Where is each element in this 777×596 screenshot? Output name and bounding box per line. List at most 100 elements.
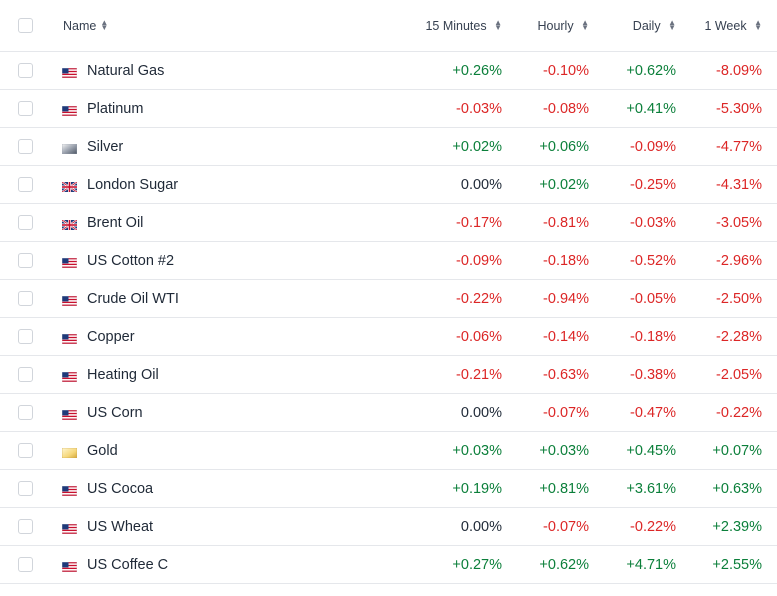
row-checkbox[interactable] bbox=[18, 215, 33, 230]
table-row[interactable]: Natural Gas +0.26% -0.10% +0.62% -8.09% bbox=[0, 52, 777, 90]
instrument-name[interactable]: London Sugar bbox=[87, 176, 179, 193]
row-checkbox[interactable] bbox=[18, 443, 33, 458]
uk-flag-icon bbox=[61, 218, 78, 231]
m15-column-header[interactable]: 15 Minutes ▲ ▼ bbox=[420, 19, 502, 33]
instrument-name[interactable]: Gold bbox=[87, 442, 118, 459]
row-select-cell bbox=[0, 519, 50, 534]
hourly-change: -0.10% bbox=[543, 62, 589, 79]
hourly-change: -0.07% bbox=[543, 404, 589, 421]
commodities-table: Name ▲ ▼ 15 Minutes ▲ ▼ Hourly ▲ ▼ Daily ▲ ▼… bbox=[0, 18, 777, 584]
row-checkbox[interactable] bbox=[18, 481, 33, 496]
table-row[interactable]: US Coffee C +0.27% +0.62% +4.71% +2.55% bbox=[0, 546, 777, 584]
instrument-name-cell[interactable]: US Cocoa bbox=[50, 481, 420, 497]
instrument-name-cell[interactable]: US Coffee C bbox=[50, 557, 420, 573]
instrument-name[interactable]: Copper bbox=[87, 328, 135, 345]
instrument-name-cell[interactable]: US Cotton #2 bbox=[50, 253, 420, 269]
table-row[interactable]: US Wheat 0.00% -0.07% -0.22% +2.39% bbox=[0, 508, 777, 546]
row-checkbox[interactable] bbox=[18, 519, 33, 534]
instrument-name-cell[interactable]: Natural Gas bbox=[50, 63, 420, 79]
instrument-name[interactable]: Brent Oil bbox=[87, 214, 144, 231]
instrument-name-cell[interactable]: London Sugar bbox=[50, 177, 420, 193]
hourly-change: -0.07% bbox=[543, 518, 589, 535]
instrument-name-cell[interactable]: Crude Oil WTI bbox=[50, 291, 420, 307]
daily-change: +0.41% bbox=[626, 100, 676, 117]
row-select-cell bbox=[0, 329, 50, 344]
instrument-name[interactable]: Natural Gas bbox=[87, 62, 165, 79]
table-row[interactable]: Crude Oil WTI -0.22% -0.94% -0.05% -2.50% bbox=[0, 280, 777, 318]
m15-change: 0.00% bbox=[460, 404, 502, 421]
instrument-name[interactable]: Heating Oil bbox=[87, 366, 159, 383]
instrument-name[interactable]: US Cocoa bbox=[87, 480, 154, 497]
hourly-column-header[interactable]: Hourly ▲ ▼ bbox=[502, 19, 589, 33]
daily-change: -0.52% bbox=[630, 252, 676, 269]
table-row[interactable]: Heating Oil -0.21% -0.63% -0.38% -2.05% bbox=[0, 356, 777, 394]
m15-change: +0.27% bbox=[452, 556, 502, 573]
row-checkbox[interactable] bbox=[18, 63, 33, 78]
table-row[interactable]: US Cotton #2 -0.09% -0.18% -0.52% -2.96% bbox=[0, 242, 777, 280]
us-flag-icon bbox=[61, 560, 78, 572]
table-row[interactable]: Silver +0.02% +0.06% -0.09% -4.77% bbox=[0, 128, 777, 166]
table-row[interactable]: Platinum -0.03% -0.08% +0.41% -5.30% bbox=[0, 90, 777, 128]
daily-change: -0.18% bbox=[630, 328, 676, 345]
sort-icon: ▲ ▼ bbox=[494, 18, 502, 33]
instrument-name[interactable]: US Coffee C bbox=[87, 556, 169, 573]
instrument-name-cell[interactable]: US Corn bbox=[50, 405, 420, 421]
week-change: -2.05% bbox=[716, 366, 762, 383]
week-change: -2.96% bbox=[716, 252, 762, 269]
row-checkbox[interactable] bbox=[18, 101, 33, 116]
table-row[interactable]: US Cocoa +0.19% +0.81% +3.61% +0.63% bbox=[0, 470, 777, 508]
name-column-header[interactable]: Name ▲ ▼ bbox=[50, 18, 420, 33]
daily-change: +4.71% bbox=[626, 556, 676, 573]
instrument-name[interactable]: US Wheat bbox=[87, 518, 154, 535]
instrument-name-cell[interactable]: Brent Oil bbox=[50, 215, 420, 231]
instrument-name-cell[interactable]: US Wheat bbox=[50, 519, 420, 535]
row-checkbox[interactable] bbox=[18, 367, 33, 382]
week-change: -4.31% bbox=[716, 176, 762, 193]
row-checkbox[interactable] bbox=[18, 139, 33, 154]
select-all-checkbox[interactable] bbox=[18, 18, 33, 33]
row-checkbox[interactable] bbox=[18, 177, 33, 192]
instrument-name-cell[interactable]: Silver bbox=[50, 139, 420, 155]
row-checkbox[interactable] bbox=[18, 253, 33, 268]
instrument-name-cell[interactable]: Platinum bbox=[50, 101, 420, 117]
hourly-header-label: Hourly bbox=[537, 18, 574, 33]
hourly-change: -0.94% bbox=[543, 290, 589, 307]
m15-change: -0.21% bbox=[456, 366, 502, 383]
instrument-name-cell[interactable]: Gold bbox=[50, 443, 420, 459]
daily-column-header[interactable]: Daily ▲ ▼ bbox=[589, 19, 676, 33]
row-select-cell bbox=[0, 215, 50, 230]
instrument-name[interactable]: Platinum bbox=[87, 100, 144, 117]
us-flag-icon bbox=[61, 522, 78, 534]
hourly-change: +0.06% bbox=[539, 138, 589, 155]
row-checkbox[interactable] bbox=[18, 291, 33, 306]
us-flag-icon bbox=[61, 294, 78, 306]
table-row[interactable]: Brent Oil -0.17% -0.81% -0.03% -3.05% bbox=[0, 204, 777, 242]
row-select-cell bbox=[0, 101, 50, 116]
row-select-cell bbox=[0, 443, 50, 458]
instrument-name[interactable]: Silver bbox=[87, 138, 124, 155]
row-checkbox[interactable] bbox=[18, 557, 33, 572]
instrument-name-cell[interactable]: Heating Oil bbox=[50, 367, 420, 383]
week-change: +0.07% bbox=[712, 442, 762, 459]
instrument-name[interactable]: Crude Oil WTI bbox=[87, 290, 179, 307]
row-checkbox[interactable] bbox=[18, 329, 33, 344]
row-select-cell bbox=[0, 63, 50, 78]
m15-change: +0.02% bbox=[452, 138, 502, 155]
us-flag-icon bbox=[61, 408, 78, 420]
table-row[interactable]: Gold +0.03% +0.03% +0.45% +0.07% bbox=[0, 432, 777, 470]
row-select-cell bbox=[0, 405, 50, 420]
m15-change: -0.09% bbox=[456, 252, 502, 269]
instrument-name[interactable]: US Corn bbox=[87, 404, 143, 421]
hourly-change: -0.08% bbox=[543, 100, 589, 117]
table-row[interactable]: US Corn 0.00% -0.07% -0.47% -0.22% bbox=[0, 394, 777, 432]
m15-header-label: 15 Minutes bbox=[425, 18, 487, 33]
sort-icon: ▲ ▼ bbox=[754, 18, 762, 33]
daily-change: -0.03% bbox=[630, 214, 676, 231]
instrument-name[interactable]: US Cotton #2 bbox=[87, 252, 175, 269]
us-flag-icon bbox=[61, 332, 78, 344]
week-column-header[interactable]: 1 Week ▲ ▼ bbox=[676, 19, 762, 33]
row-checkbox[interactable] bbox=[18, 405, 33, 420]
instrument-name-cell[interactable]: Copper bbox=[50, 329, 420, 345]
table-row[interactable]: London Sugar 0.00% +0.02% -0.25% -4.31% bbox=[0, 166, 777, 204]
table-row[interactable]: Copper -0.06% -0.14% -0.18% -2.28% bbox=[0, 318, 777, 356]
